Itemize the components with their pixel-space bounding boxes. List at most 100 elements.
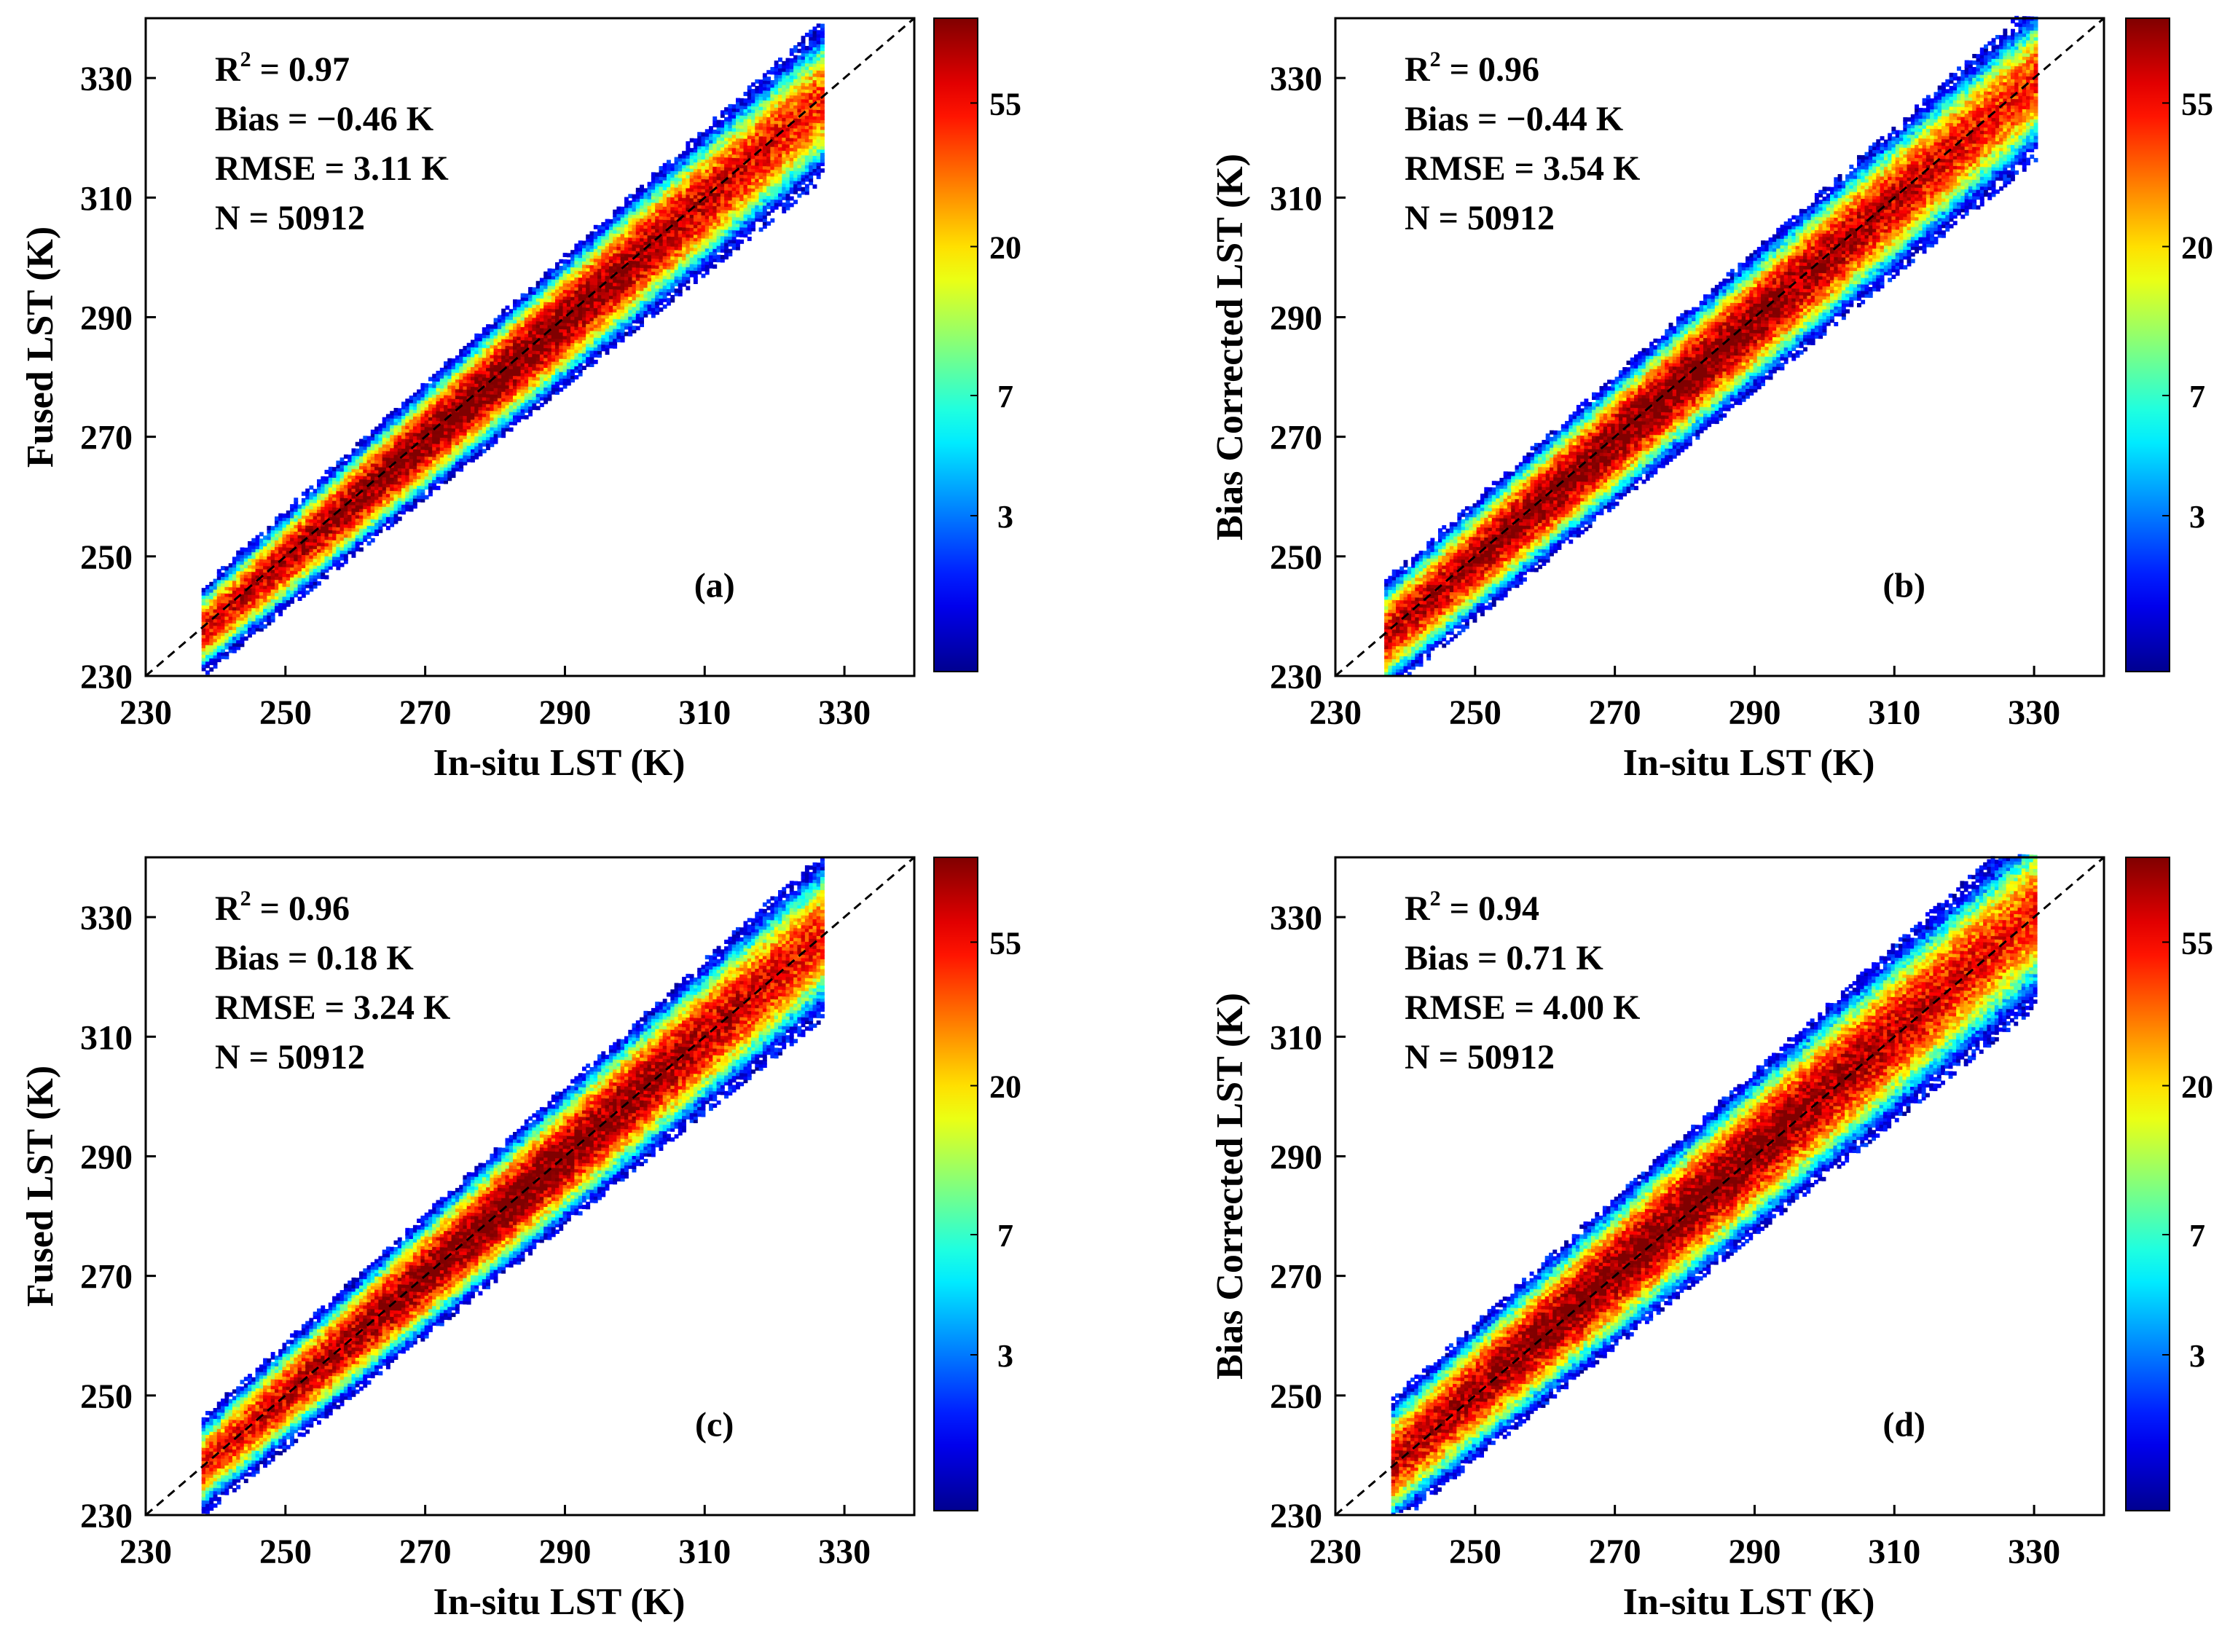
density-cell [628, 279, 633, 284]
density-cell [366, 442, 372, 447]
density-cell [447, 437, 452, 442]
density-cell [693, 224, 698, 229]
density-cell [635, 283, 640, 288]
density-cell [463, 421, 468, 426]
density-cell [471, 363, 475, 367]
density-cell [643, 191, 648, 196]
density-cell [605, 304, 610, 309]
density-cell [689, 256, 694, 261]
density-cell [278, 519, 283, 524]
density-cell [643, 273, 648, 278]
density-cell [693, 233, 698, 238]
density-cell [686, 266, 691, 271]
density-cell [428, 472, 433, 477]
density-cell [286, 592, 291, 597]
density-cell [562, 355, 568, 359]
density-cell [505, 338, 510, 343]
density-cell [297, 504, 302, 509]
density-cell [355, 501, 360, 506]
density-cell [294, 497, 299, 503]
density-cell [724, 160, 729, 165]
density-cell [566, 345, 571, 350]
density-cell [586, 316, 591, 321]
density-cell [301, 567, 306, 572]
density-cell [270, 568, 275, 573]
density-cell [213, 582, 218, 586]
density-cell [255, 627, 260, 632]
density-cell [290, 559, 294, 565]
density-cell [432, 413, 437, 418]
density-cell [248, 629, 252, 634]
density-cell [417, 448, 421, 453]
density-cell [551, 361, 556, 366]
density-cell [482, 425, 487, 430]
density-cell [505, 342, 510, 346]
density-cell [336, 532, 341, 538]
density-cell [535, 379, 541, 384]
density-cell [628, 210, 633, 215]
density-cell [278, 599, 283, 603]
density-cell [728, 179, 733, 184]
density-cell [520, 405, 525, 409]
density-cell [444, 450, 448, 455]
density-cell [667, 238, 671, 243]
density-cell [647, 234, 652, 239]
density-cell [305, 501, 310, 506]
density-cell [409, 441, 414, 447]
density-cell [539, 386, 544, 391]
density-cell [532, 333, 537, 338]
density-cell [731, 216, 737, 221]
density-cell [348, 484, 353, 489]
density-cell [455, 369, 460, 373]
density-cell [290, 556, 294, 562]
density-cell [324, 470, 329, 474]
density-cell [263, 607, 267, 613]
density-cell [593, 297, 598, 302]
density-cell [420, 468, 425, 473]
density-cell [251, 584, 256, 589]
density-cell [324, 476, 329, 481]
density-cell [221, 605, 225, 610]
density-cell [712, 237, 718, 243]
density-cell [263, 601, 267, 606]
density-cell [701, 231, 706, 235]
density-cell [712, 251, 718, 256]
density-cell [486, 373, 490, 378]
density-cell [674, 176, 679, 181]
density-cell [628, 220, 633, 225]
density-cell [731, 143, 737, 149]
density-cell [524, 323, 529, 328]
density-cell [501, 338, 506, 343]
density-cell [255, 571, 260, 576]
density-cell [605, 268, 610, 273]
density-cell [478, 419, 483, 424]
density-cell [348, 481, 353, 486]
density-cell [390, 430, 395, 436]
density-cell [417, 399, 421, 404]
density-cell [674, 209, 679, 214]
density-cell [297, 563, 302, 568]
density-cell [693, 204, 698, 209]
density-cell [305, 508, 310, 513]
density-cell [651, 283, 656, 288]
density-cell [543, 379, 549, 385]
density-cell [478, 343, 483, 348]
density-cell [513, 335, 517, 340]
density-cell [704, 221, 710, 226]
density-cell [640, 208, 644, 213]
density-cell [451, 361, 456, 366]
density-cell [294, 593, 299, 598]
density-cell [401, 477, 406, 482]
density-cell [670, 213, 675, 217]
density-cell [505, 420, 510, 425]
density-cell [731, 229, 737, 234]
density-cell [351, 474, 356, 479]
density-cell [647, 192, 652, 197]
density-cell [632, 237, 637, 242]
density-cell [528, 396, 533, 400]
density-cell [682, 266, 686, 271]
density-cell [270, 615, 275, 619]
density-cell [382, 486, 387, 491]
density-cell [704, 264, 710, 269]
density-cell [509, 420, 514, 425]
